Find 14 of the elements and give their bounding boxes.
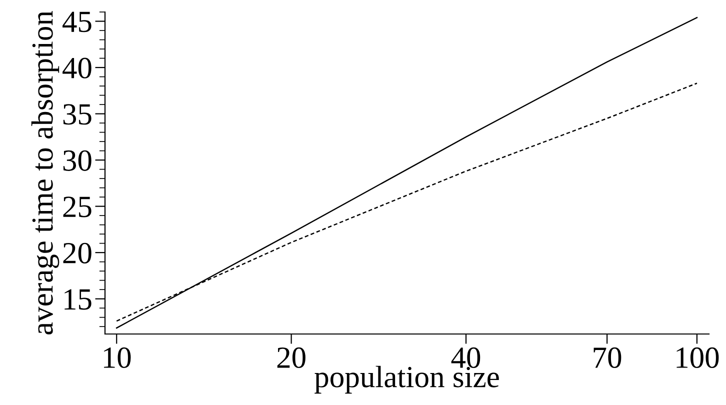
y-tick-label: 35 — [63, 104, 92, 125]
y-tick-label: 45 — [62, 12, 92, 32]
y-tick-label: 40 — [62, 58, 92, 78]
y-tick-label: 15 — [64, 289, 92, 310]
y-tick-label: 20 — [63, 242, 92, 264]
x-tick-label: 20 — [277, 347, 306, 368]
x-tick-label: 100 — [676, 347, 719, 368]
y-tick-label: 30 — [63, 150, 92, 171]
x-tick-label: 70 — [594, 347, 622, 368]
y-tick-label: 25 — [63, 196, 92, 218]
x-tick-label: 40 — [451, 347, 480, 368]
y-axis-title: average time to absorption — [31, 10, 60, 334]
x-tick-label: 10 — [104, 347, 131, 368]
x-axis-title: population size — [314, 366, 499, 394]
